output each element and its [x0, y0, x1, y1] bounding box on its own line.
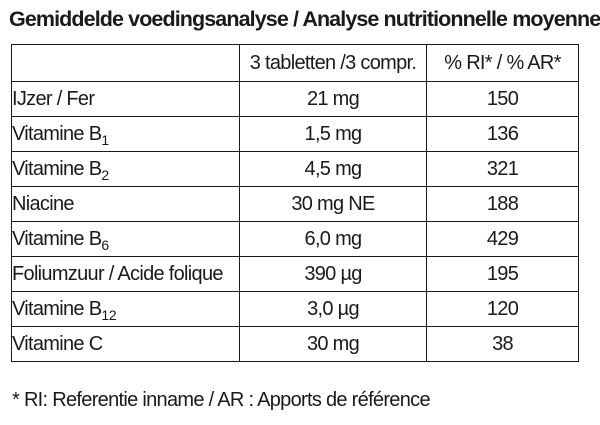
nutrient-subscript: 1	[101, 132, 109, 148]
nutrition-table: 3 tabletten /3 compr. % RI* / % AR* IJze…	[11, 44, 579, 362]
ri-cell: 321	[426, 151, 579, 187]
page-title: Gemiddelde voedingsanalyse / Analyse nut…	[9, 7, 600, 31]
nutrient-subscript: 6	[101, 237, 109, 253]
ri-cell: 38	[426, 326, 579, 362]
nutrient-name: IJzer / Fer	[12, 88, 95, 110]
amount-cell: 30 mg NE	[239, 186, 427, 222]
table-row: IJzer / Fer 21 mg 150	[11, 81, 579, 117]
table-row: Vitamine C 30 mg 38	[11, 326, 579, 362]
nutrient-subscript: 2	[101, 167, 109, 183]
table-row: Vitamine B1 1,5 mg 136	[11, 116, 579, 152]
nutrient-name: Vitamine B	[12, 228, 102, 250]
nutrient-name: Foliumzuur / Acide folique	[12, 263, 224, 285]
table-header-row: 3 tabletten /3 compr. % RI* / % AR*	[11, 44, 579, 82]
header-amount: 3 tabletten /3 compr.	[239, 44, 427, 82]
amount-cell: 21 mg	[239, 81, 427, 117]
amount-cell: 6,0 mg	[239, 221, 427, 257]
nutrient-name: Niacine	[12, 193, 75, 215]
table-row: Foliumzuur / Acide folique 390 µg 195	[11, 256, 579, 292]
nutrient-name-cell: Vitamine C	[11, 326, 240, 362]
nutrient-name-cell: Niacine	[11, 186, 240, 222]
nutrient-name-cell: Vitamine B6	[11, 221, 240, 257]
nutrient-name-cell: Foliumzuur / Acide folique	[11, 256, 240, 292]
ri-cell: 150	[426, 81, 579, 117]
ri-cell: 195	[426, 256, 579, 292]
nutrient-name-cell: Vitamine B12	[11, 291, 240, 327]
nutrient-name-cell: IJzer / Fer	[11, 81, 240, 117]
header-nutrient	[11, 44, 240, 82]
table-row: Vitamine B2 4,5 mg 321	[11, 151, 579, 187]
amount-cell: 3,0 µg	[239, 291, 427, 327]
ri-cell: 136	[426, 116, 579, 152]
header-ri: % RI* / % AR*	[426, 44, 579, 82]
nutrient-name: Vitamine B	[12, 298, 102, 320]
nutrient-subscript: 12	[101, 307, 117, 323]
nutrient-name: Vitamine B	[12, 158, 102, 180]
nutrient-name: Vitamine B	[12, 123, 102, 145]
nutrient-name-cell: Vitamine B2	[11, 151, 240, 187]
table-row: Niacine 30 mg NE 188	[11, 186, 579, 222]
amount-cell: 390 µg	[239, 256, 427, 292]
amount-cell: 4,5 mg	[239, 151, 427, 187]
ri-cell: 429	[426, 221, 579, 257]
amount-cell: 1,5 mg	[239, 116, 427, 152]
nutrient-name-cell: Vitamine B1	[11, 116, 240, 152]
table-row: Vitamine B12 3,0 µg 120	[11, 291, 579, 327]
table-row: Vitamine B6 6,0 mg 429	[11, 221, 579, 257]
ri-cell: 188	[426, 186, 579, 222]
ri-cell: 120	[426, 291, 579, 327]
amount-cell: 30 mg	[239, 326, 427, 362]
footnote: * RI: Referentie inname / AR : Apports d…	[12, 389, 431, 411]
nutrient-name: Vitamine C	[12, 333, 103, 355]
